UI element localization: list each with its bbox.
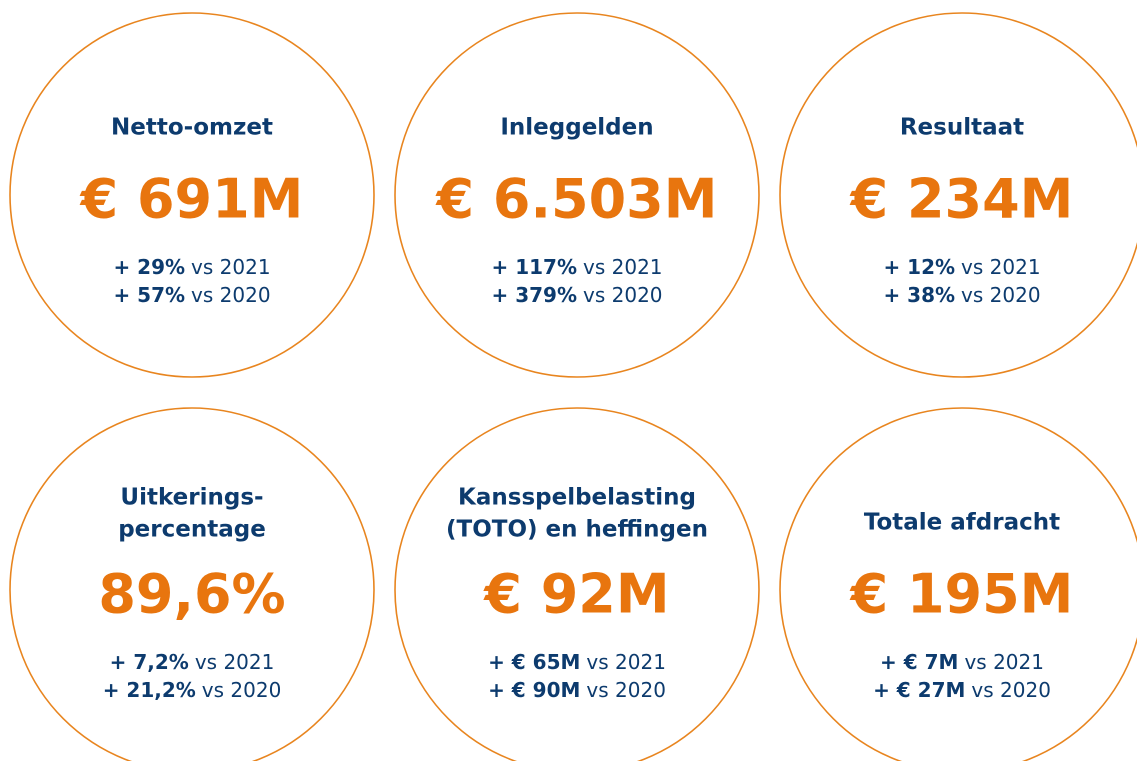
card-title: percentage [118,517,266,543]
change-amount: + 117% [491,255,577,279]
kpi-card: Resultaat€ 234M+ 12% vs 2021+ 38% vs 2020 [779,12,1137,378]
change-label: vs 2020 [202,678,282,702]
change-label: vs 2021 [961,255,1041,279]
change-line: + 29% vs 2021 [113,255,270,279]
card-circle [9,407,375,761]
kpi-card: Kansspelbelasting (TOTO) en heffingen € 92… [394,407,760,761]
card-title: Uitkerings- [120,485,263,511]
kpi-card: Totale afdracht € 195M + € 7M vs 2021 + € 27… [779,407,1137,761]
change-line: + 57% vs 2020 [113,283,270,307]
change-line: + 379% vs 2020 [491,283,662,307]
card-value: 89,6% [98,563,285,626]
change-amount: + € 7M [880,650,958,674]
change-line: + 21,2% vs 2020 [103,678,282,702]
change-amount: + 12% [883,255,955,279]
change-line: + 38% vs 2020 [883,283,1040,307]
change-amount: + € 65M [488,650,580,674]
card-title: Totale afdracht [864,510,1060,536]
change-label: vs 2021 [191,255,271,279]
change-amount: + 21,2% [103,678,196,702]
change-amount: + 57% [113,283,185,307]
card-circle [779,407,1137,761]
card-title: Inleggelden [500,115,653,141]
change-label: vs 2020 [971,678,1051,702]
card-circle [9,12,375,378]
change-line: + € 65M vs 2021 [488,650,666,674]
card-circle [394,12,760,378]
card-value: € 234M [849,168,1074,231]
card-title: (TOTO) en heffingen [446,517,708,543]
change-line: + 7,2% vs 2021 [110,650,275,674]
card-title: Kansspelbelasting [458,485,696,511]
card-title: Netto-omzet [111,115,273,141]
kpi-card: Inleggelden€ 6.503M+ 117% vs 2021+ 379% vs… [394,12,760,378]
change-label: vs 2020 [586,678,666,702]
card-value: € 92M [482,563,669,626]
change-line: + 12% vs 2021 [883,255,1040,279]
card-value: € 6.503M [435,168,718,231]
change-label: vs 2021 [195,650,275,674]
card-circle [779,12,1137,378]
change-line: + 117% vs 2021 [491,255,662,279]
change-line: + € 90M vs 2020 [488,678,666,702]
card-value: € 691M [79,168,304,231]
change-amount: + € 90M [488,678,580,702]
change-label: vs 2021 [586,650,666,674]
change-line: + € 7M vs 2021 [880,650,1044,674]
change-amount: + 38% [883,283,955,307]
change-label: vs 2021 [964,650,1044,674]
card-value: € 195M [849,563,1074,626]
card-title: Resultaat [900,115,1024,141]
change-amount: + 29% [113,255,185,279]
change-amount: + 379% [491,283,577,307]
change-line: + € 27M vs 2020 [873,678,1051,702]
change-amount: + € 27M [873,678,965,702]
card-circle [394,407,760,761]
change-label: vs 2021 [583,255,663,279]
change-label: vs 2020 [583,283,663,307]
change-label: vs 2020 [961,283,1041,307]
change-amount: + 7,2% [110,650,189,674]
kpi-card: Netto-omzet€ 691M+ 29% vs 2021+ 57% vs 202… [9,12,375,378]
change-label: vs 2020 [191,283,271,307]
